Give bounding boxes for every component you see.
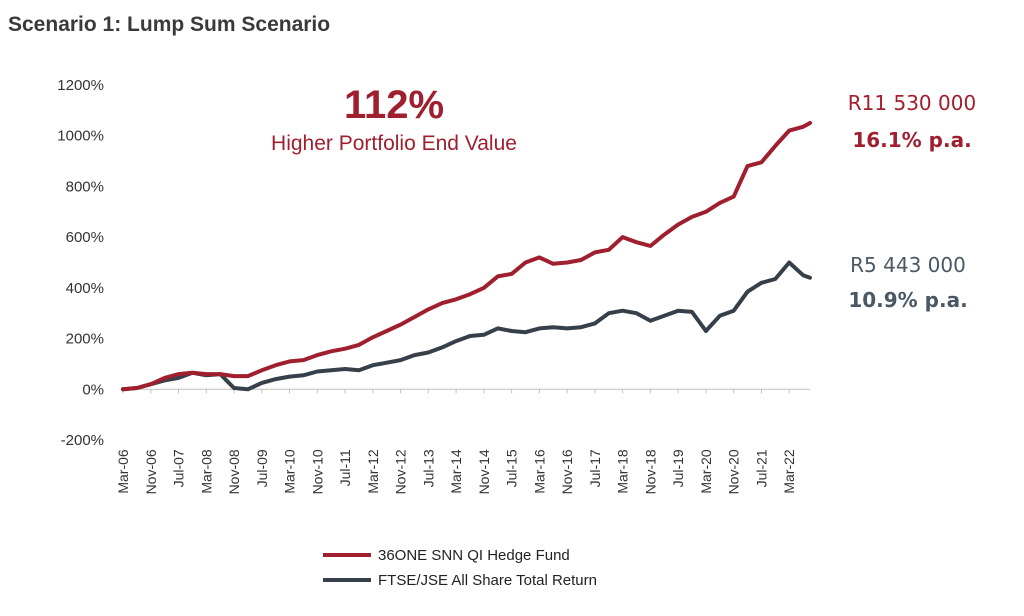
x-tick-label: Jul-19 (670, 449, 686, 487)
x-tick-label: Nov-20 (726, 449, 742, 494)
fund-annual-return: 16.1% p.a. (852, 128, 971, 152)
x-tick-label: Jul-09 (254, 449, 270, 487)
legend-label-index: FTSE/JSE All Share Total Return (378, 572, 597, 589)
x-tick-label: Mar-16 (531, 449, 547, 494)
x-tick-label: Mar-12 (365, 449, 381, 494)
x-tick-label: Mar-20 (698, 449, 714, 494)
x-tick-label: Nov-12 (393, 449, 409, 494)
legend-label-fund: 36ONE SNN QI Hedge Fund (378, 547, 570, 564)
y-tick-label: 0% (82, 381, 104, 398)
x-tick-label: Nov-06 (143, 449, 159, 494)
series-layer (121, 121, 812, 392)
annotation-headline: 112% (344, 83, 444, 127)
x-tick-label: Nov-10 (309, 449, 325, 494)
x-tick-label: Nov-08 (226, 449, 242, 494)
x-tick-label: Jul-07 (171, 449, 187, 487)
y-tick-label: 200% (66, 331, 104, 348)
y-tick-label: 1000% (57, 128, 104, 145)
x-axis: Mar-06 Nov-06 Jul-07 Mar-08 Nov-08 Jul-09 Mar-… (115, 388, 810, 494)
x-tick-label: Mar-10 (282, 449, 298, 494)
x-tick-label: Mar-06 (115, 449, 131, 494)
x-tick-label: Nov-18 (642, 449, 658, 494)
x-tick-label: Nov-14 (476, 449, 492, 494)
series-line-index (121, 260, 812, 392)
y-tick-label: 1200% (57, 77, 104, 94)
chart-title: Scenario 1: Lump Sum Scenario (8, 13, 330, 36)
y-axis: 1200% 1000% 800% 600% 400% 200% 0% -200% (57, 77, 104, 449)
x-tick-label: Mar-22 (781, 449, 797, 494)
x-tick-label: Mar-14 (448, 449, 464, 494)
x-tick-label: Jul-15 (504, 449, 520, 487)
series-line-fund (121, 121, 812, 392)
y-tick-label: 600% (66, 229, 104, 246)
x-tick-label: Jul-13 (420, 449, 436, 487)
index-end-value: R5 443 000 (850, 253, 966, 277)
x-tick-label: Jul-21 (753, 449, 769, 487)
x-tick-label: Jul-11 (337, 449, 353, 486)
legend: 36ONE SNN QI Hedge Fund FTSE/JSE All Sha… (323, 547, 597, 589)
x-tick-label: Nov-16 (559, 449, 575, 494)
y-tick-label: -200% (61, 432, 104, 449)
x-tick-label: Mar-18 (615, 449, 631, 494)
y-tick-label: 800% (66, 178, 104, 195)
annotation-subtext: Higher Portfolio End Value (271, 132, 517, 155)
y-tick-label: 400% (66, 280, 104, 297)
fund-end-value: R11 530 000 (848, 91, 976, 115)
x-tick-label: Jul-17 (587, 449, 603, 487)
index-annual-return: 10.9% p.a. (848, 288, 967, 312)
x-tick-label: Mar-08 (198, 449, 214, 494)
